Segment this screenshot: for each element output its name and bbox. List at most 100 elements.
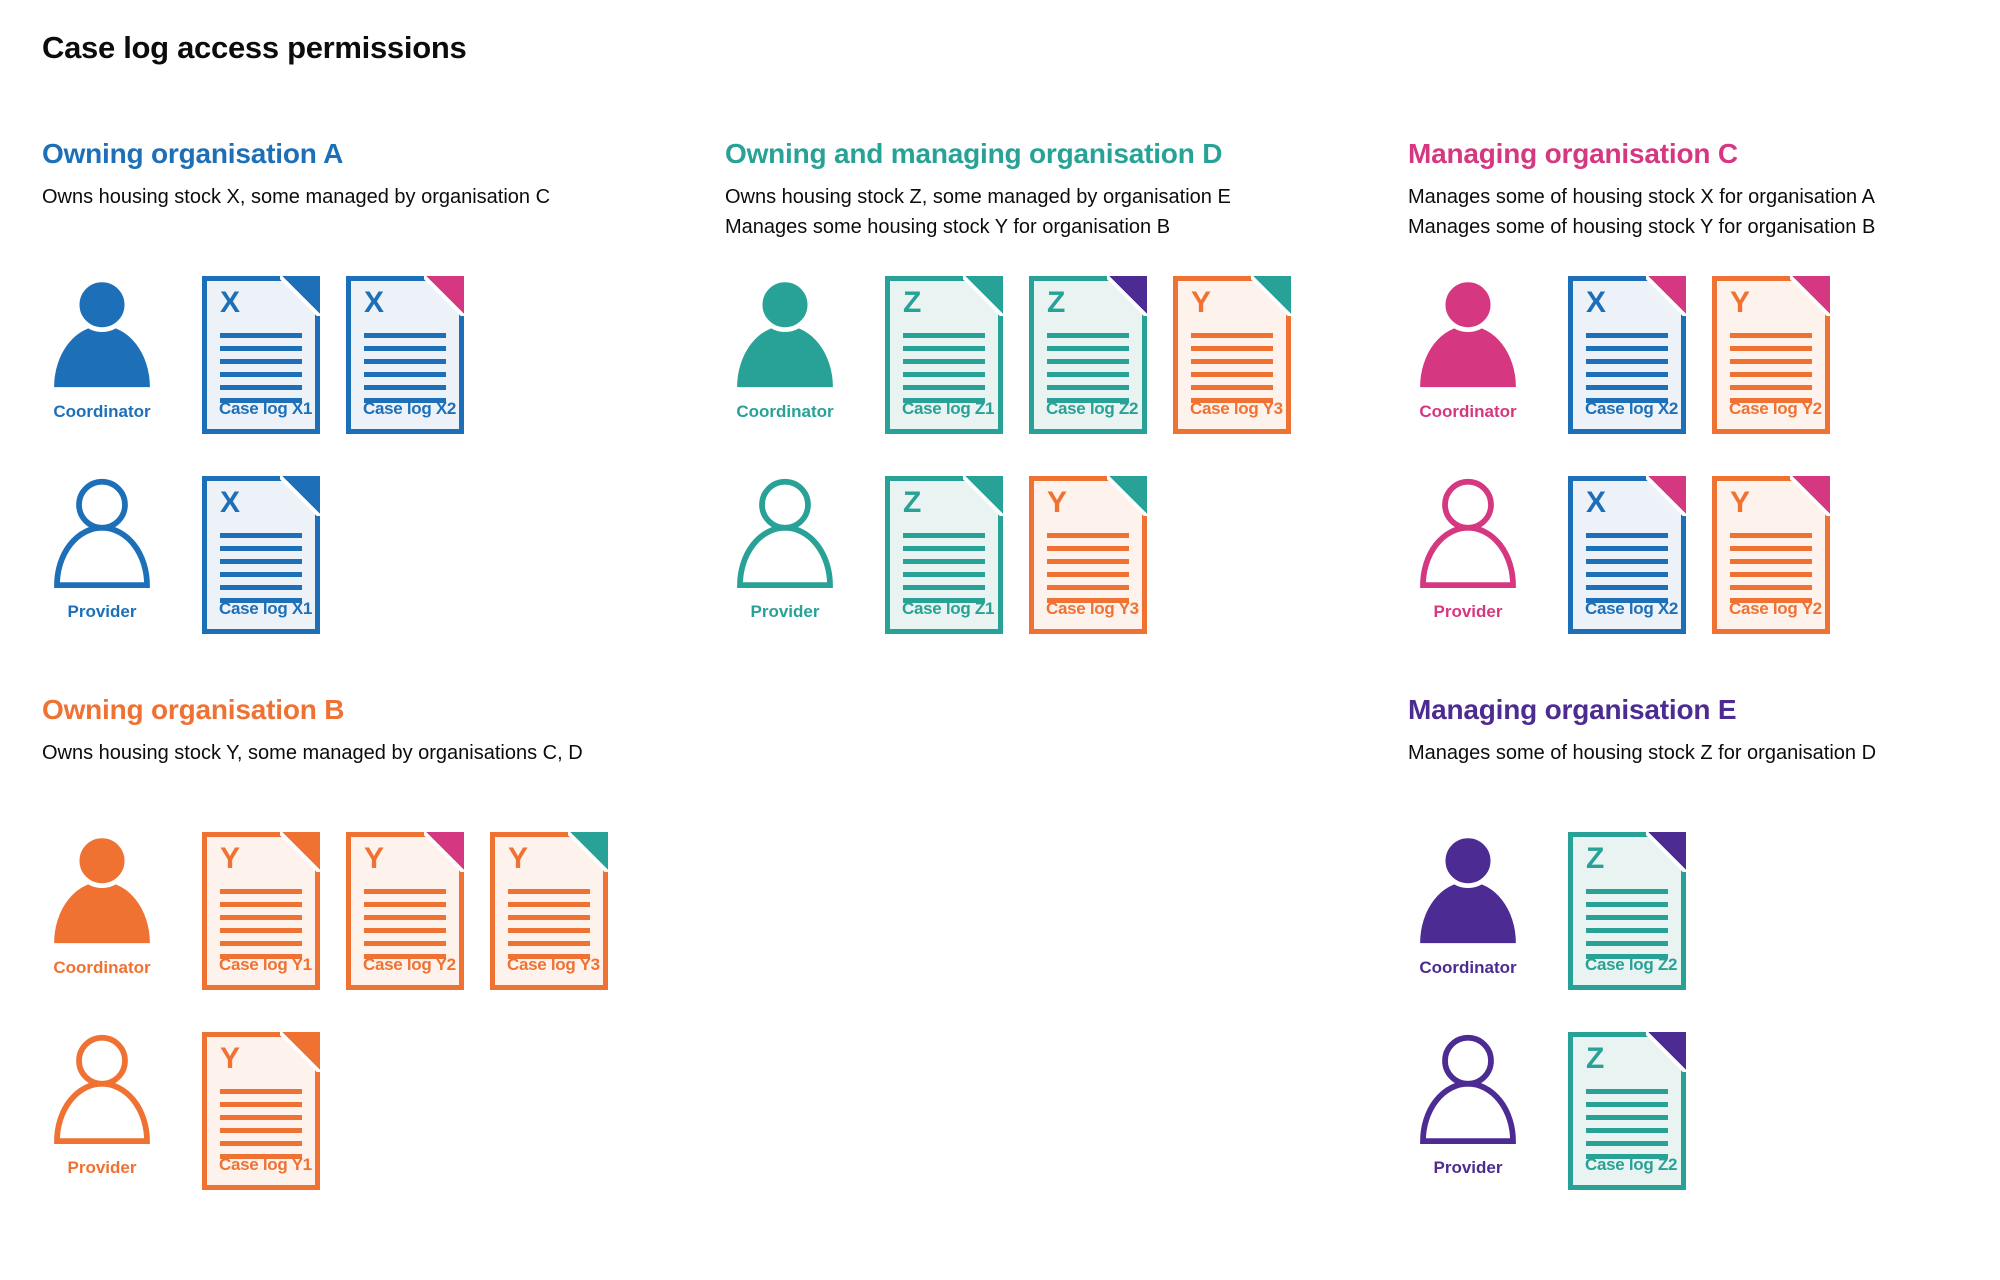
case-log-doc: Z Case log Z1 <box>885 276 1003 434</box>
org-section-a: Owning organisation A Owns housing stock … <box>42 138 707 676</box>
provider-row: Provider Z Case log Z1 Y Case log Y3 <box>725 476 1390 634</box>
section-title: Owning organisation A <box>42 138 344 169</box>
case-log-list: Z Case log Z2 <box>1568 832 1686 990</box>
coordinator-label: Coordinator <box>53 402 151 421</box>
doc-corner-fold-icon <box>280 832 320 872</box>
doc-label: Case log X1 <box>219 599 313 618</box>
description-line: Manages some housing stock Y for organis… <box>725 216 1171 238</box>
doc-label: Case log Y3 <box>1046 599 1139 618</box>
section-description: Owns housing stock Z, some managed by or… <box>725 182 1390 248</box>
case-log-list: Z Case log Z1 Y Case log Y3 <box>885 476 1147 634</box>
case-log-list: Z Case log Z2 <box>1568 1032 1686 1190</box>
doc-text-lines-icon <box>1586 1089 1668 1165</box>
case-log-list: X Case log X2 Y Case log Y2 <box>1568 276 1830 434</box>
case-log-doc: Z Case log Z1 <box>885 476 1003 634</box>
section-description: Owns housing stock X, some managed by or… <box>42 182 707 248</box>
coordinator-person: Coordinator <box>1408 276 1528 422</box>
doc-label: Case log Z2 <box>1585 1155 1678 1174</box>
provider-row: Provider X Case log X1 <box>42 476 707 634</box>
coordinator-label: Coordinator <box>1419 402 1517 421</box>
coordinator-row: Coordinator Y Case log Y1 Y Case log Y2 Y Case… <box>42 832 707 990</box>
doc-label: Case log Y2 <box>1729 599 1822 618</box>
doc-text-lines-icon <box>903 333 985 409</box>
section-title: Owning organisation B <box>42 694 345 725</box>
doc-text-lines-icon <box>1047 333 1129 409</box>
doc-stock-letter: X <box>1586 486 1607 519</box>
doc-stock-letter: X <box>1586 286 1607 319</box>
case-log-doc: Y Case log Y1 <box>202 832 320 990</box>
case-log-list: X Case log X2 Y Case log Y2 <box>1568 476 1830 634</box>
provider-row: Provider X Case log X2 Y Case log Y2 <box>1408 476 1993 634</box>
doc-text-lines-icon <box>1586 333 1668 409</box>
coordinator-icon <box>54 833 150 944</box>
coordinator-person: Coordinator <box>725 276 845 422</box>
doc-text-lines-icon <box>364 889 446 965</box>
permission-rows: Coordinator X Case log X1 X Case log X2 Provi… <box>42 276 707 634</box>
doc-label: Case log Y3 <box>507 955 600 974</box>
coordinator-person: Coordinator <box>42 276 162 422</box>
doc-label: Case log X1 <box>219 399 313 418</box>
doc-corner-fold-icon <box>1646 276 1686 316</box>
coordinator-icon <box>737 277 833 388</box>
provider-label: Provider <box>750 602 820 621</box>
doc-stock-letter: Z <box>903 486 922 519</box>
case-log-doc: X Case log X2 <box>346 276 464 434</box>
description-line: Manages some of housing stock Y for orga… <box>1408 216 1876 238</box>
doc-corner-fold-icon <box>280 476 320 516</box>
case-log-list: X Case log X1 <box>202 476 320 634</box>
doc-corner-fold-icon <box>568 832 608 872</box>
doc-stock-letter: Y <box>1191 286 1212 319</box>
doc-corner-fold-icon <box>1646 1032 1686 1072</box>
doc-stock-letter: Z <box>903 286 922 319</box>
doc-stock-letter: Z <box>1586 1042 1605 1075</box>
case-log-doc: Y Case log Y1 <box>202 1032 320 1190</box>
case-log-doc: Z Case log Z2 <box>1568 832 1686 990</box>
doc-corner-fold-icon <box>1790 276 1830 316</box>
doc-label: Case log X2 <box>363 399 457 418</box>
provider-icon <box>737 478 833 589</box>
provider-person: Provider <box>1408 476 1528 622</box>
doc-corner-fold-icon <box>1107 276 1147 316</box>
section-description: Owns housing stock Y, some managed by or… <box>42 738 707 804</box>
description-line: Owns housing stock Y, some managed by or… <box>42 742 583 764</box>
page-title: Case log access permissions <box>42 30 467 65</box>
provider-person: Provider <box>42 1032 162 1178</box>
coordinator-row: Coordinator Z Case log Z2 <box>1408 832 1993 990</box>
coordinator-person: Coordinator <box>42 832 162 978</box>
permission-rows: Coordinator Z Case log Z1 Z Case log Z2 Y Case… <box>725 276 1390 634</box>
provider-icon <box>54 1034 150 1145</box>
doc-text-lines-icon <box>1586 889 1668 965</box>
doc-corner-fold-icon <box>424 832 464 872</box>
case-log-list: Z Case log Z1 Z Case log Z2 Y Case log Y3 <box>885 276 1291 434</box>
coordinator-person: Coordinator <box>1408 832 1528 978</box>
provider-label: Provider <box>67 602 137 621</box>
org-section-c: Managing organisation C Manages some of h… <box>1408 138 1993 676</box>
permission-rows: Coordinator Y Case log Y1 Y Case log Y2 Y Case… <box>42 832 707 1190</box>
coordinator-icon <box>1420 277 1516 388</box>
doc-label: Case log Y1 <box>219 955 312 974</box>
doc-corner-fold-icon <box>1646 832 1686 872</box>
doc-corner-fold-icon <box>1251 276 1291 316</box>
provider-label: Provider <box>1433 1158 1503 1177</box>
case-log-list: Y Case log Y1 <box>202 1032 320 1190</box>
doc-corner-fold-icon <box>1107 476 1147 516</box>
provider-label: Provider <box>67 1158 137 1177</box>
case-log-doc: X Case log X1 <box>202 276 320 434</box>
doc-text-lines-icon <box>220 533 302 609</box>
org-section-e: Managing organisation E Manages some of h… <box>1408 694 1993 1232</box>
case-log-doc: Y Case log Y3 <box>1029 476 1147 634</box>
doc-stock-letter: X <box>220 286 241 319</box>
doc-label: Case log Z2 <box>1046 399 1139 418</box>
case-log-list: X Case log X1 X Case log X2 <box>202 276 464 434</box>
provider-icon <box>1420 1034 1516 1145</box>
doc-label: Case log Z1 <box>902 399 995 418</box>
doc-corner-fold-icon <box>963 476 1003 516</box>
coordinator-label: Coordinator <box>1419 958 1517 977</box>
doc-label: Case log X2 <box>1585 399 1679 418</box>
case-log-doc: Y Case log Y3 <box>490 832 608 990</box>
doc-label: Case log Y2 <box>363 955 456 974</box>
doc-stock-letter: Y <box>220 1042 241 1075</box>
case-log-list: Y Case log Y1 Y Case log Y2 Y Case log Y3 <box>202 832 608 990</box>
section-title: Managing organisation E <box>1408 694 1737 725</box>
doc-text-lines-icon <box>508 889 590 965</box>
